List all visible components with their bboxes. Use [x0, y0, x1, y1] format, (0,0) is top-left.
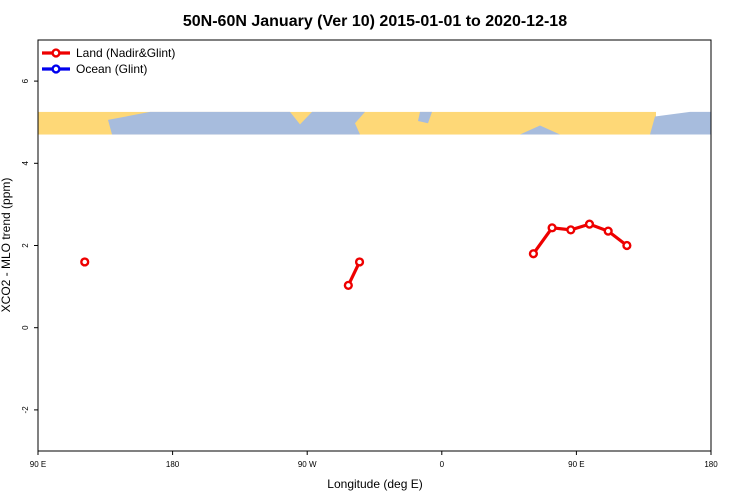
chart-title: 50N-60N January (Ver 10) 2015-01-01 to 2…	[183, 13, 567, 30]
series-line	[532, 222, 628, 255]
y-axis: -2 0 2 4 6	[21, 78, 38, 413]
x-tick-label: 0	[440, 460, 445, 469]
x-axis: 90 E 180 90 W 0 90 E 180	[30, 451, 718, 469]
y-tick-label: 6	[21, 78, 30, 83]
y-tick-label: -2	[21, 406, 30, 414]
map-ocean	[418, 111, 432, 124]
x-axis-label: Longitude (deg E)	[327, 477, 422, 491]
y-tick-label: 0	[21, 325, 30, 330]
data-point	[622, 240, 632, 251]
data-point	[584, 219, 595, 229]
legend: Land (Nadir&Glint) Ocean (Glint)	[42, 46, 175, 76]
legend-entry: Land (Nadir&Glint)	[76, 46, 175, 60]
x-tick-label: 90 E	[568, 460, 584, 469]
y-axis-label: XCO2 - MLO trend (ppm)	[0, 178, 13, 313]
x-tick-label: 180	[166, 460, 180, 469]
data-point	[547, 223, 557, 233]
x-tick-label: 180	[704, 460, 718, 469]
map-ocean	[520, 125, 560, 135]
legend-swatch-marker	[51, 48, 61, 58]
data-point	[343, 280, 353, 290]
series-land	[80, 219, 632, 290]
data-point	[80, 257, 90, 267]
data-point	[603, 226, 613, 236]
legend-swatch-marker	[51, 64, 61, 74]
data-point	[566, 225, 576, 235]
x-tick-label: 90 E	[30, 460, 46, 469]
map-ocean	[650, 111, 711, 135]
plot-frame	[37, 39, 712, 452]
x-tick-label: 90 W	[298, 460, 317, 469]
background-map-band	[38, 111, 711, 135]
data-point	[354, 257, 365, 267]
series-layer	[80, 219, 632, 290]
legend-entry: Ocean (Glint)	[76, 62, 147, 76]
data-point	[528, 249, 539, 259]
map-ocean	[108, 111, 365, 135]
y-tick-label: 2	[21, 243, 30, 248]
y-tick-label: 4	[21, 161, 30, 166]
